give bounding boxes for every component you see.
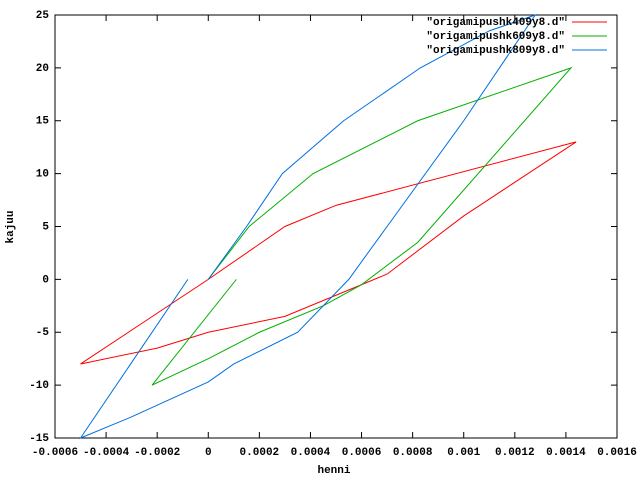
legend-label: "origamipushk409y8.d" bbox=[426, 17, 565, 29]
y-tick-label: 20 bbox=[36, 63, 49, 75]
x-tick-label: 0.0006 bbox=[342, 447, 382, 459]
x-tick-label: 0 bbox=[205, 447, 212, 459]
x-tick-label: -0.0006 bbox=[32, 447, 78, 459]
y-axis-label: kajuu bbox=[5, 210, 17, 243]
x-tick-label: 0.0016 bbox=[597, 447, 637, 459]
x-tick-label: 0.0004 bbox=[291, 447, 331, 459]
x-tick-label: 0.0002 bbox=[240, 447, 280, 459]
plot-frame bbox=[54, 14, 618, 439]
y-tick-label: 0 bbox=[42, 274, 49, 286]
legend-label: "origamipushk609y8.d" bbox=[426, 31, 565, 43]
x-tick-label: -0.0002 bbox=[134, 447, 180, 459]
x-tick-label: -0.0004 bbox=[83, 447, 130, 459]
legend-label: "origamipushk809y8.d" bbox=[426, 45, 565, 57]
x-tick-label: 0.0012 bbox=[495, 447, 535, 459]
x-axis-label: henni bbox=[317, 465, 350, 477]
y-tick-label: 25 bbox=[36, 10, 50, 22]
x-tick-label: 0.0014 bbox=[546, 447, 586, 459]
y-tick-label: 15 bbox=[36, 116, 50, 128]
y-tick-label: -10 bbox=[29, 380, 49, 392]
x-tick-label: 0.001 bbox=[447, 447, 480, 459]
y-tick-label: 5 bbox=[42, 221, 49, 233]
data-line bbox=[80, 141, 577, 365]
x-tick-label: 0.0008 bbox=[393, 447, 433, 459]
y-tick-label: -15 bbox=[29, 433, 49, 445]
y-tick-label: 10 bbox=[36, 169, 49, 181]
data-line bbox=[79, 14, 537, 440]
data-line bbox=[151, 66, 573, 386]
y-tick-label: -5 bbox=[36, 327, 50, 339]
